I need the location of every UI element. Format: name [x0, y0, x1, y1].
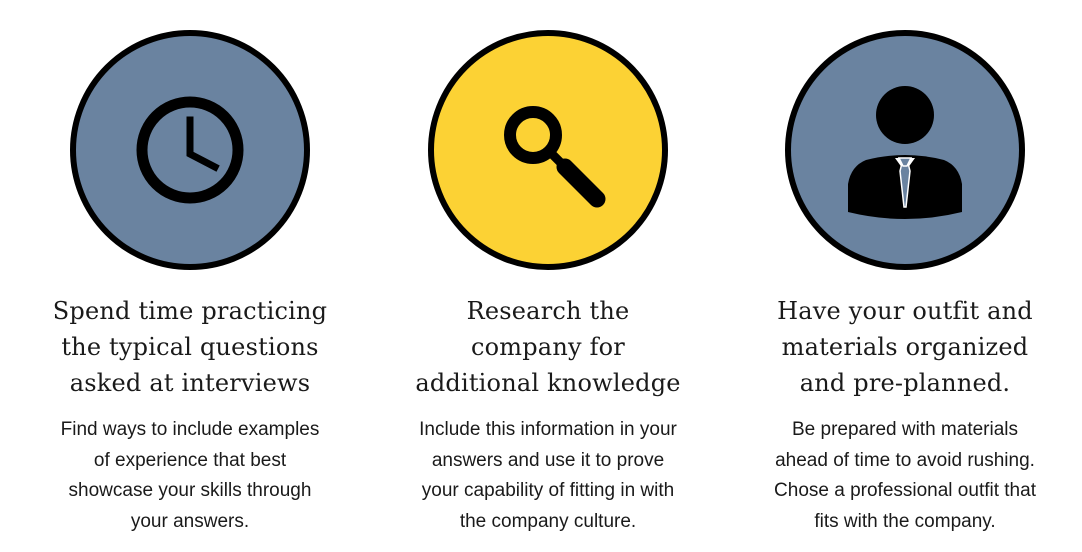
magnifying-glass-icon [504, 106, 606, 208]
tip-heading: Spend time practicing the typical questi… [30, 293, 350, 401]
tip-card-outfit: Have your outfit and materials organized… [745, 0, 1065, 552]
description-line: your capability of fitting in with [421, 480, 675, 501]
heading-line: additional knowledge [415, 369, 681, 397]
tip-card-practice: Spend time practicing the typical questi… [30, 0, 350, 552]
heading-line: and pre-planned. [799, 369, 1011, 397]
heading-line: the typical questions [61, 333, 319, 361]
description-line: fits with the company. [814, 510, 996, 532]
description-line: showcase your skills through [68, 480, 312, 501]
heading-line: materials organized [781, 333, 1029, 361]
businessman-circle [785, 30, 1025, 270]
heading-line: asked at interviews [69, 369, 311, 397]
heading-line: company for [471, 333, 625, 361]
tip-description: Include this information in your answers… [388, 415, 708, 537]
description-line: your answers. [130, 510, 250, 532]
description-line: Include this information in your [419, 419, 677, 440]
clock-circle [70, 30, 310, 270]
description-line: the company culture. [459, 510, 637, 532]
heading-line: Research the [466, 297, 630, 325]
description-line: Find ways to include examples [60, 419, 320, 440]
tip-card-research: Research the company for additional know… [388, 0, 708, 552]
description-line: answers and use it to prove [431, 449, 665, 471]
tip-heading: Research the company for additional know… [388, 293, 708, 401]
description-line: ahead of time to avoid rushing. [775, 449, 1035, 471]
magnifier-circle [428, 30, 668, 270]
tip-description: Find ways to include examples of experie… [30, 415, 350, 537]
heading-line: Spend time practicing [52, 297, 328, 325]
clock-icon [136, 96, 244, 204]
businessman-icon [848, 86, 962, 219]
description-line: of experience that best [93, 449, 287, 471]
heading-line: Have your outfit and [777, 297, 1033, 325]
description-line: Be prepared with materials [792, 419, 1018, 440]
tip-heading: Have your outfit and materials organized… [745, 293, 1065, 401]
tip-description: Be prepared with materials ahead of time… [745, 415, 1065, 537]
description-line: Chose a professional outfit that [774, 480, 1036, 501]
